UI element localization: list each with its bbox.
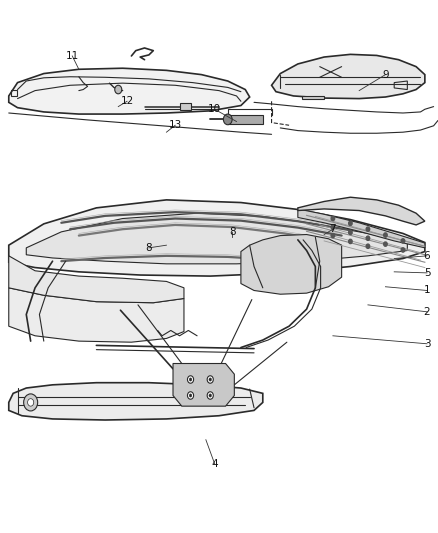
Circle shape: [366, 236, 370, 240]
Circle shape: [366, 227, 370, 231]
Circle shape: [189, 378, 192, 381]
Circle shape: [384, 242, 387, 246]
Circle shape: [349, 230, 352, 235]
Circle shape: [384, 233, 387, 237]
Circle shape: [401, 248, 405, 252]
Circle shape: [209, 378, 212, 381]
Polygon shape: [298, 197, 425, 225]
Text: 13: 13: [169, 120, 182, 130]
Text: 1: 1: [424, 286, 431, 295]
Circle shape: [366, 244, 370, 248]
Text: 9: 9: [382, 70, 389, 79]
Text: 5: 5: [424, 268, 431, 278]
Polygon shape: [9, 256, 184, 303]
Text: 10: 10: [208, 104, 221, 114]
Circle shape: [189, 394, 192, 397]
Circle shape: [401, 239, 405, 243]
Circle shape: [24, 394, 38, 411]
Polygon shape: [272, 54, 425, 99]
Polygon shape: [241, 235, 342, 294]
Circle shape: [331, 225, 335, 229]
Circle shape: [331, 233, 335, 238]
Circle shape: [207, 392, 213, 399]
Circle shape: [209, 394, 212, 397]
Polygon shape: [302, 96, 324, 99]
Circle shape: [28, 399, 34, 406]
Polygon shape: [298, 209, 425, 248]
Circle shape: [349, 239, 352, 244]
Text: 12: 12: [120, 96, 134, 106]
Circle shape: [223, 114, 232, 125]
Text: 6: 6: [424, 251, 431, 261]
Circle shape: [187, 376, 194, 383]
Text: 8: 8: [229, 227, 236, 237]
Text: 3: 3: [424, 339, 431, 349]
Circle shape: [349, 221, 352, 225]
Polygon shape: [26, 213, 407, 264]
Circle shape: [207, 376, 213, 383]
Text: 11: 11: [66, 51, 79, 61]
Circle shape: [331, 216, 335, 221]
Circle shape: [115, 85, 122, 94]
Text: 8: 8: [145, 243, 152, 253]
Bar: [180, 103, 191, 110]
Polygon shape: [9, 383, 263, 420]
Text: 7: 7: [329, 224, 336, 234]
Polygon shape: [9, 200, 425, 276]
Polygon shape: [173, 364, 234, 406]
Circle shape: [187, 392, 194, 399]
Text: 2: 2: [424, 307, 431, 317]
Text: 4: 4: [211, 459, 218, 469]
Bar: [228, 115, 263, 124]
Polygon shape: [9, 68, 250, 114]
Polygon shape: [9, 288, 184, 342]
